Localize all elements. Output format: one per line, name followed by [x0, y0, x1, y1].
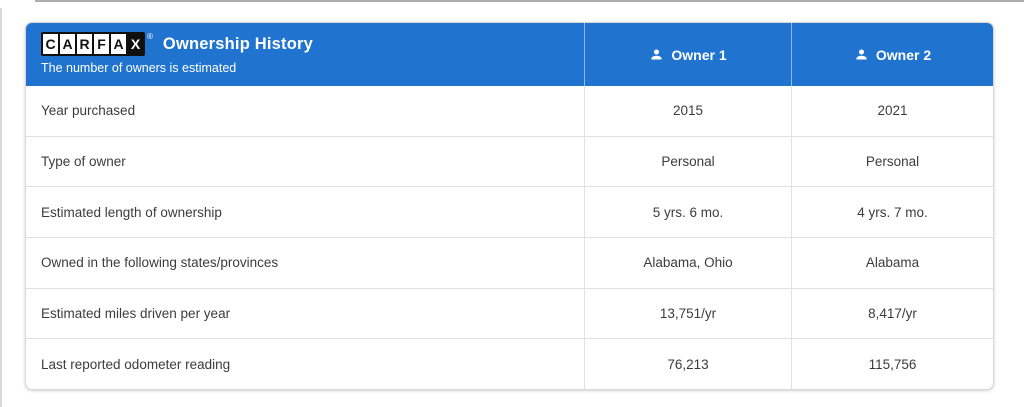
section-title: Ownership History [162, 34, 314, 53]
carfax-logo-letter-x: X [128, 34, 143, 54]
top-divider-rule [35, 0, 1024, 2]
owner-2-value: 8,417/yr [791, 288, 993, 339]
ownership-history-table: Year purchased 2015 2021 Type of owner P… [26, 86, 993, 389]
left-divider-rule [0, 8, 2, 407]
owner-2-value: Personal [791, 136, 993, 187]
owner-2-value: Alabama [791, 238, 993, 288]
carfax-logo-letter: R [77, 34, 92, 54]
owner-1-value: Alabama, Ohio [584, 238, 791, 288]
registered-trademark-symbol: ® [147, 31, 153, 41]
table-row-length-of-ownership: Estimated length of ownership 5 yrs. 6 m… [26, 186, 993, 238]
owner-1-value: 13,751/yr [584, 288, 791, 339]
header-title-block: C A R F A X ® Ownership History The numb… [26, 23, 584, 86]
person-icon [856, 49, 867, 60]
row-label: Year purchased [41, 103, 136, 119]
table-row-type-of-owner: Type of owner Personal Personal [26, 135, 993, 187]
owner-1-value: Personal [584, 136, 791, 187]
carfax-logo: C A R F A X [41, 32, 145, 56]
carfax-logo-letter: F [94, 34, 109, 54]
row-label: Estimated length of ownership [41, 204, 222, 220]
owner-2-value: 4 yrs. 7 mo. [791, 187, 993, 238]
owner-2-column-header: Owner 2 [791, 23, 993, 86]
table-row-miles-per-year: Estimated miles driven per year 13,751/y… [26, 287, 993, 339]
table-row-states-provinces: Owned in the following states/provinces … [26, 237, 993, 288]
carfax-logo-letter: C [43, 34, 58, 54]
owner-2-value: 115,756 [791, 339, 993, 389]
ownership-history-card: C A R F A X ® Ownership History The numb… [25, 22, 994, 390]
owner-1-value: 2015 [584, 86, 791, 136]
owner-1-value: 5 yrs. 6 mo. [584, 187, 791, 238]
person-icon [651, 49, 662, 60]
table-row-year-purchased: Year purchased 2015 2021 [26, 86, 993, 136]
owner-1-value: 76,213 [584, 339, 791, 389]
row-label: Owned in the following states/provinces [41, 255, 279, 271]
section-subtitle: The number of owners is estimated [41, 61, 237, 75]
row-label: Last reported odometer reading [41, 356, 231, 372]
ownership-history-header: C A R F A X ® Ownership History The numb… [26, 23, 993, 86]
owner-2-label: Owner 2 [875, 46, 932, 63]
owner-2-value: 2021 [791, 86, 993, 136]
row-label: Estimated miles driven per year [41, 306, 231, 322]
row-label: Type of owner [41, 154, 126, 169]
owner-1-label: Owner 1 [671, 46, 727, 63]
carfax-logo-letter: A [60, 34, 75, 54]
carfax-logo-letter: A [111, 34, 126, 54]
table-row-odometer-reading: Last reported odometer reading 76,213 11… [26, 338, 993, 389]
owner-1-column-header: Owner 1 [584, 23, 791, 86]
